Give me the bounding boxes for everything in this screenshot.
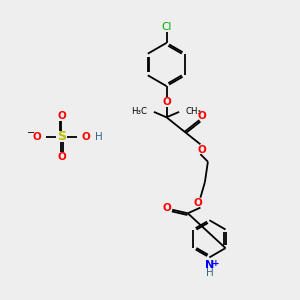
Text: Cl: Cl [161,22,172,32]
Text: H: H [95,131,103,142]
Text: O: O [82,131,91,142]
Text: O: O [162,97,171,107]
Text: N: N [205,260,214,270]
Text: −: − [27,128,35,138]
Text: O: O [194,198,202,208]
Text: S: S [57,130,66,143]
Text: +: + [212,260,220,268]
Text: O: O [162,203,171,213]
Text: CH₃: CH₃ [186,107,202,116]
Text: O: O [197,145,206,155]
Text: O: O [57,111,66,121]
Text: H₃C: H₃C [131,107,147,116]
Text: O: O [32,131,41,142]
Text: O: O [197,111,206,121]
Text: H: H [206,268,213,278]
Text: O: O [57,152,66,162]
